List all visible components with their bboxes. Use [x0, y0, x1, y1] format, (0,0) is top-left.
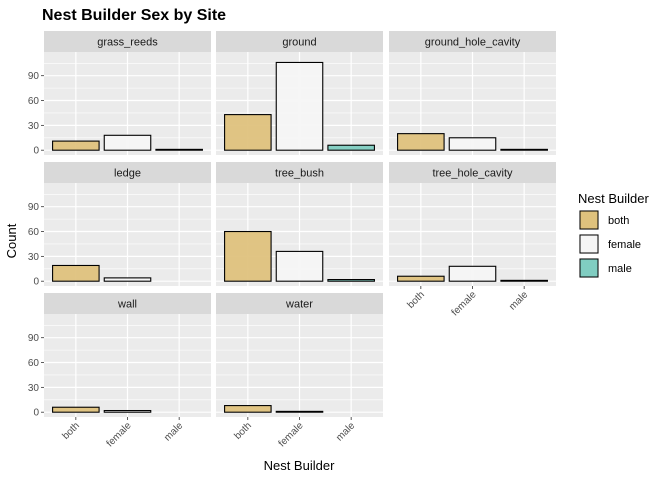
y-tick-label: 90 — [28, 202, 40, 213]
facet-strip-tree-bush — [216, 162, 383, 183]
x-tick-label: both — [405, 289, 427, 311]
facet-strip-water — [216, 293, 383, 314]
bar-grass-reeds-female — [103, 134, 152, 151]
y-tick-label: 0 — [33, 277, 39, 288]
legend-label-male: male — [608, 263, 632, 275]
bar-water-female — [275, 410, 324, 413]
x-tick-label: male — [334, 420, 357, 443]
bar-wall-female — [103, 409, 152, 413]
y-tick-label: 30 — [28, 121, 40, 132]
facet-label-water: water — [285, 299, 313, 311]
facet-label-wall: wall — [117, 299, 137, 311]
y-tick-label: 60 — [28, 358, 40, 369]
bar-ledge-both — [52, 264, 100, 282]
facet-label-tree-bush: tree_bush — [275, 168, 324, 180]
x-axis-title: Nest Builder — [264, 458, 335, 473]
y-tick-label: 30 — [28, 383, 40, 394]
y-tick-label: 60 — [28, 96, 40, 107]
facet-label-ledge: ledge — [114, 168, 141, 180]
y-tick-label: 30 — [28, 252, 40, 263]
legend-label-both: both — [608, 215, 629, 227]
x-tick-label: male — [507, 289, 530, 312]
bar-tree-bush-male — [327, 278, 375, 282]
bar-ground-hole-cavity-male — [500, 148, 548, 151]
facet-strip-tree-hole-cavity — [389, 162, 556, 183]
bar-tree-hole-cavity-both — [397, 275, 445, 282]
legend-swatch-female — [579, 234, 599, 254]
facet-label-ground-hole-cavity: ground_hole_cavity — [425, 37, 521, 49]
x-tick-label: female — [105, 420, 134, 449]
bar-water-both — [224, 405, 272, 413]
bar-ground-hole-cavity-both — [397, 133, 445, 151]
x-tick-label: female — [277, 420, 306, 449]
facet-strip-ground-hole-cavity — [389, 31, 556, 52]
legend: Nest Builder both female male — [578, 191, 649, 278]
bar-ground-female — [275, 61, 324, 151]
y-tick-label: 0 — [33, 408, 39, 419]
bar-ground-both — [224, 114, 272, 151]
bar-tree-hole-cavity-female — [448, 265, 497, 282]
x-tick-label: both — [232, 420, 254, 442]
facet-strip-ground — [216, 31, 383, 52]
bar-tree-hole-cavity-male — [500, 279, 548, 282]
bar-ground-hole-cavity-female — [448, 137, 497, 151]
legend-label-female: female — [608, 239, 641, 251]
facet-strip-ledge — [44, 162, 211, 183]
bar-wall-both — [52, 406, 100, 413]
x-tick-label: male — [162, 420, 185, 443]
x-tick-label: both — [60, 420, 82, 442]
bar-tree-bush-female — [275, 250, 324, 282]
bar-grass-reeds-both — [52, 140, 100, 151]
legend-title: Nest Builder — [578, 191, 649, 206]
facet-label-grass-reeds: grass_reeds — [97, 37, 158, 49]
facet-strip-wall — [44, 293, 211, 314]
y-tick-label: 60 — [28, 227, 40, 238]
y-tick-label: 0 — [33, 146, 39, 157]
facet-panels: grass_reeds 0 30 60 90 ground ground_hole_cavi… — [28, 31, 556, 449]
bar-grass-reeds-male — [155, 148, 203, 151]
bar-ledge-female — [103, 277, 152, 282]
bar-ground-male — [327, 144, 375, 151]
x-tick-label: female — [450, 289, 479, 318]
y-tick-label: 90 — [28, 71, 40, 82]
facet-strip-grass-reeds — [44, 31, 211, 52]
bar-tree-bush-both — [224, 230, 272, 282]
y-tick-label: 90 — [28, 333, 40, 344]
legend-swatch-male — [579, 258, 599, 278]
y-axis-title: Count — [4, 223, 19, 258]
legend-swatch-both — [579, 210, 599, 230]
chart-title: Nest Builder Sex by Site — [42, 7, 226, 24]
facet-label-tree-hole-cavity: tree_hole_cavity — [432, 168, 513, 180]
facet-label-ground: ground — [282, 37, 316, 49]
